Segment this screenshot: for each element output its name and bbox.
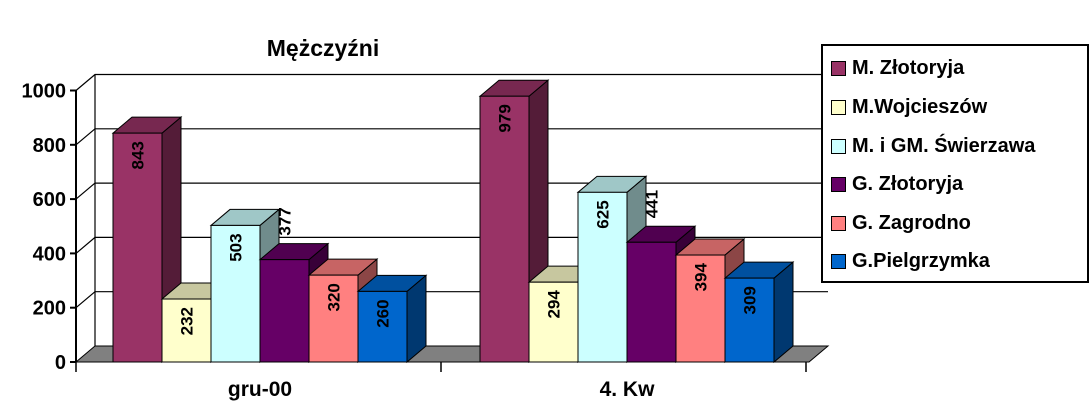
- legend: M. Złotoryja M.Wojcieszów M. i GM. Świerza…: [821, 44, 1089, 283]
- data-label: 260: [374, 299, 393, 327]
- legend-label: G. Zagrodno: [852, 211, 971, 234]
- gridline: [75, 182, 828, 200]
- legend-item: G. Zagrodno: [831, 211, 971, 235]
- legend-swatch: [831, 176, 846, 192]
- data-label: 979: [496, 104, 515, 132]
- y-tick-label: 600: [33, 189, 66, 211]
- data-label: 377: [276, 207, 295, 235]
- data-label: 503: [227, 233, 246, 261]
- data-label: 394: [692, 262, 711, 291]
- legend-label: M. i GM. Świerzawa: [852, 134, 1036, 157]
- y-tick-label: 400: [33, 243, 66, 265]
- legend-swatch: [831, 138, 846, 154]
- data-label: 294: [545, 290, 564, 319]
- y-tick-label: 0: [55, 352, 66, 374]
- bars: [111, 79, 795, 364]
- legend-label: G. Złotoryja: [852, 172, 964, 195]
- data-label: 843: [129, 141, 148, 169]
- data-label: 232: [178, 307, 197, 335]
- axes: 0 200 400 600 800 1000 gru-00 4. Kw: [22, 81, 807, 401]
- x-category-label: 4. Kw: [600, 378, 656, 401]
- legend-item: G.Pielgrzymka: [831, 249, 990, 273]
- legend-swatch: [831, 60, 846, 76]
- gridline: [75, 73, 828, 91]
- chart-title: Mężczyźni: [267, 35, 379, 61]
- bar: [723, 261, 795, 364]
- data-label: 309: [741, 286, 760, 314]
- bar: [356, 274, 428, 364]
- y-tick-label: 1000: [22, 81, 67, 103]
- legend-item: M. Złotoryja: [831, 56, 964, 80]
- gridline: [75, 128, 828, 146]
- x-category-label: gru-00: [228, 378, 292, 401]
- data-label: 441: [643, 190, 662, 218]
- legend-label: M.Wojcieszów: [852, 95, 988, 118]
- legend-swatch: [831, 99, 846, 115]
- data-labels: 843 232 503 377 320 260 979 294 625 441 394 309: [129, 104, 760, 335]
- legend-label: M. Złotoryja: [852, 56, 965, 79]
- y-tick-label: 800: [33, 135, 66, 157]
- legend-swatch: [831, 253, 846, 269]
- data-label: 320: [325, 283, 344, 311]
- data-label: 625: [594, 200, 613, 228]
- legend-label: G.Pielgrzymka: [852, 249, 990, 272]
- legend-item: G. Złotoryja: [831, 172, 963, 196]
- legend-item: M.Wojcieszów: [831, 95, 987, 119]
- y-tick-label: 200: [33, 298, 66, 320]
- bar: [209, 208, 281, 364]
- legend-item: M. i GM. Świerzawa: [831, 134, 1035, 158]
- legend-swatch: [831, 215, 846, 231]
